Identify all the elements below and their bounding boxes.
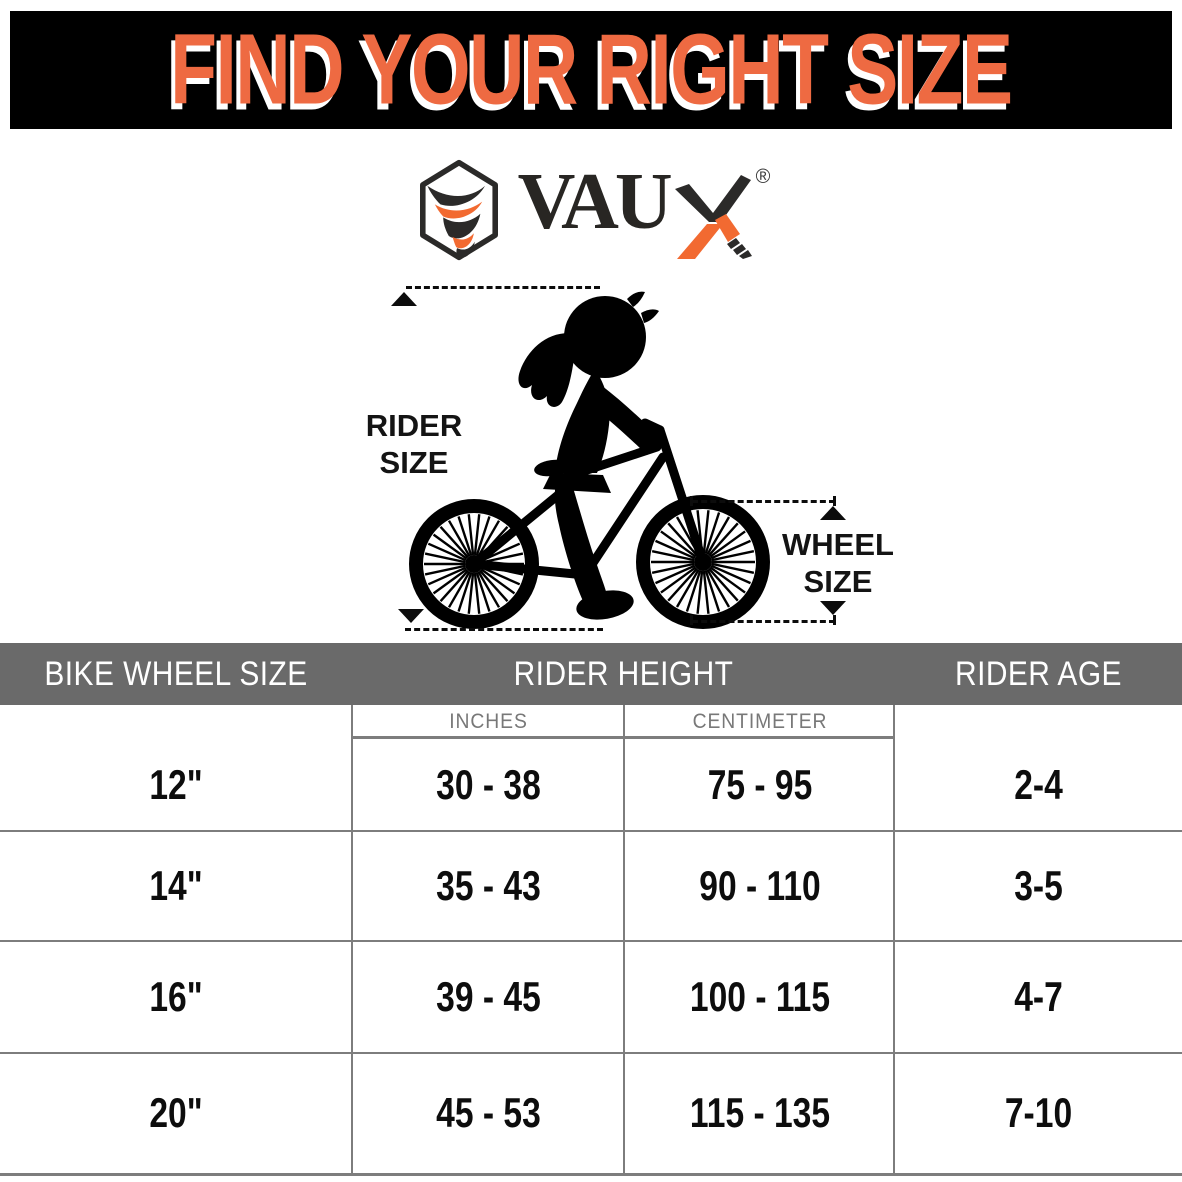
cell-wheel-size: 16" [149, 973, 203, 1020]
row-divider-line [0, 1052, 1182, 1054]
wheel-size-label: WHEEL SIZE [772, 526, 904, 600]
cell-height-inches: 45 - 53 [436, 1089, 541, 1136]
wheel-bottom-right-tick [833, 615, 836, 625]
col-header-rider-height: RIDER HEIGHT [513, 654, 734, 693]
row-divider-line [0, 940, 1182, 942]
row-divider-line [0, 830, 1182, 832]
cell-wheel-size: 12" [149, 760, 203, 808]
rider-bottom-dashed-line [405, 628, 603, 631]
cell-height-cm: 90 - 110 [699, 862, 821, 909]
registered-mark: ® [755, 166, 771, 188]
cell-rider-age: 3-5 [1014, 862, 1063, 909]
table-vertical-line [351, 705, 353, 1174]
wheel-bottom-arrow-icon [820, 601, 846, 615]
cell-height-cm: 100 - 115 [689, 973, 831, 1020]
subcol-header-centimeter: CENTIMETER [692, 710, 828, 733]
col-header-bike-wheel-size: BIKE WHEEL SIZE [44, 654, 308, 693]
cell-rider-age: 2-4 [1014, 760, 1063, 808]
cell-wheel-size: 14" [149, 862, 203, 909]
cell-rider-age: 4-7 [1014, 973, 1063, 1020]
col-header-rider-age: RIDER AGE [955, 654, 1122, 693]
subheader-divider-line [351, 736, 895, 739]
rider-size-line1: RIDER [365, 408, 463, 443]
wheel-bottom-dashed-line [692, 620, 835, 623]
rider-size-label: RIDER SIZE [352, 407, 476, 481]
girl-on-bike-illustration [409, 291, 770, 629]
wheel-top-dashed-line [692, 500, 835, 503]
cell-height-cm: 115 - 135 [689, 1089, 831, 1136]
subcol-header-inches: INCHES [449, 710, 528, 733]
cell-height-inches: 39 - 45 [436, 973, 541, 1020]
wheel-top-right-tick [833, 496, 836, 506]
cell-wheel-size: 20" [149, 1089, 203, 1136]
table-bottom-line [0, 1173, 1182, 1176]
size-table: BIKE WHEEL SIZE RIDER HEIGHT RIDER AGE I… [0, 643, 1182, 1182]
cell-height-inches: 35 - 43 [436, 862, 541, 909]
wheel-bottom-left-tick [690, 615, 693, 625]
brand-wordmark: VAU ® [517, 158, 770, 260]
vaux-hexagon-icon [419, 159, 498, 261]
cell-height-cm: 75 - 95 [707, 760, 813, 808]
cell-height-inches: 30 - 38 [436, 760, 541, 808]
rider-bottom-arrow-icon [398, 609, 424, 623]
wheel-top-arrow-icon [820, 506, 846, 520]
rider-top-dashed-line [406, 286, 600, 289]
wheel-top-left-tick [690, 496, 693, 506]
brand-text-vau: VAU [517, 158, 673, 246]
table-header-row: BIKE WHEEL SIZE RIDER HEIGHT RIDER AGE [0, 643, 1182, 705]
table-vertical-line [893, 705, 895, 1174]
rider-size-line2: SIZE [379, 445, 449, 480]
cell-rider-age: 7-10 [1004, 1089, 1073, 1136]
header-banner: FIND YOUR RIGHT SIZE [10, 11, 1172, 129]
wheel-size-line2: SIZE [803, 564, 873, 599]
brand-stylized-x [674, 175, 752, 259]
wheel-size-line1: WHEEL [782, 527, 894, 562]
table-vertical-line [623, 705, 625, 1174]
page-title: FIND YOUR RIGHT SIZE [170, 13, 1013, 126]
rider-top-arrow-icon [391, 292, 417, 306]
brand-logo: VAU ® [0, 158, 1182, 262]
